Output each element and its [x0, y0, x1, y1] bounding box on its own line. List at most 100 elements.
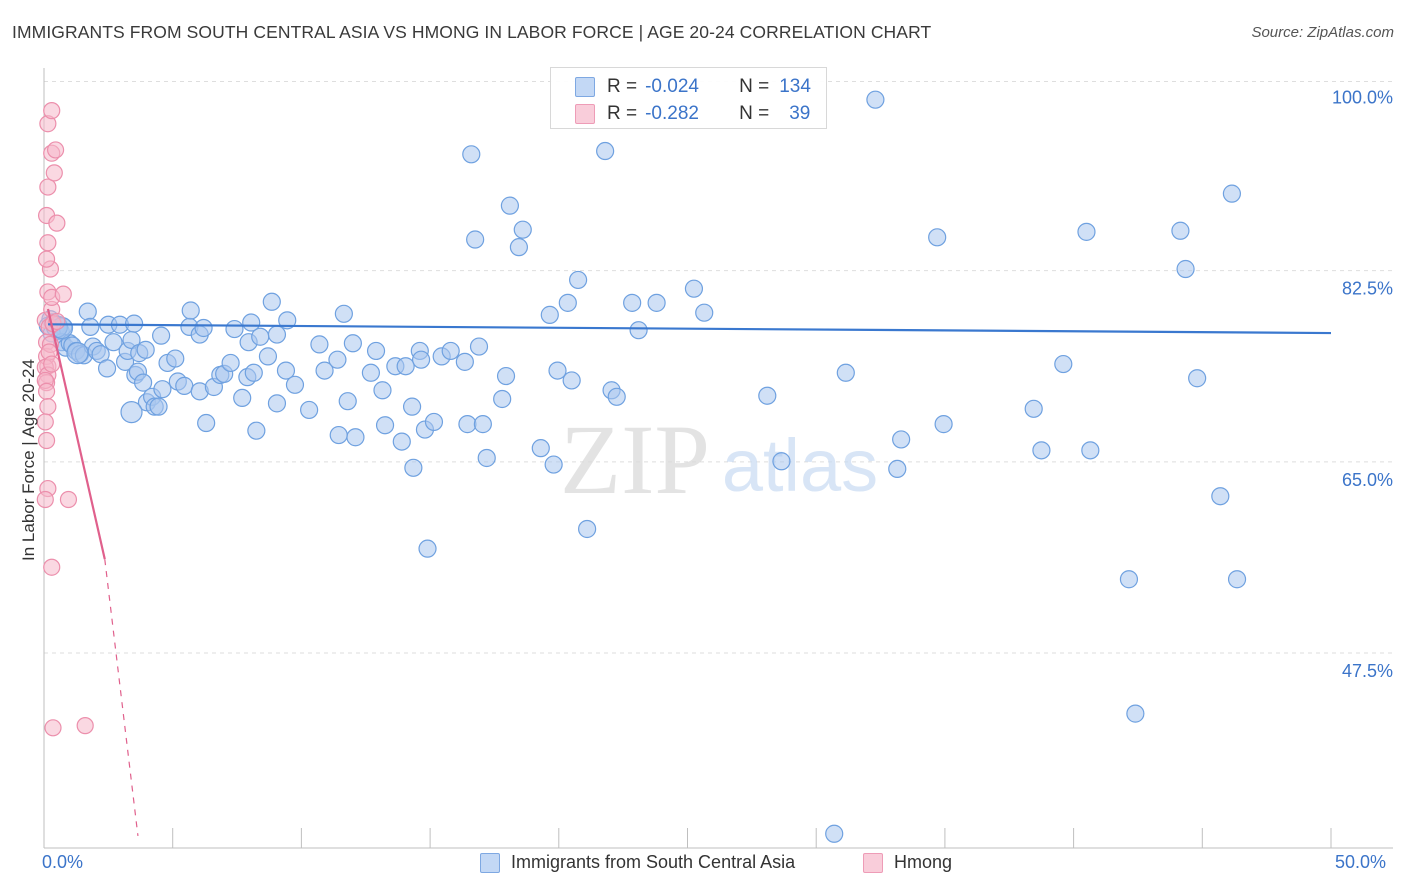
data-point-immigrants	[194, 318, 213, 338]
data-point-immigrants	[1188, 369, 1207, 388]
gridlines	[44, 81, 1393, 654]
data-point-immigrants	[334, 304, 353, 323]
data-point-immigrants	[366, 341, 386, 361]
data-point-immigrants	[424, 412, 444, 432]
data-point-immigrants	[578, 519, 597, 539]
data-point-immigrants	[262, 292, 281, 311]
watermark: ZIP atlas	[560, 404, 878, 515]
data-point-immigrants	[120, 401, 143, 424]
data-point-hmong	[37, 382, 56, 400]
data-point-immigrants	[866, 90, 885, 109]
series-hmong-points	[36, 102, 94, 737]
data-point-immigrants	[247, 421, 266, 440]
data-point-immigrants	[104, 333, 123, 352]
data-point-immigrants	[455, 352, 474, 371]
correlation-legend: R = -0.024 N = 134 R = -0.282 N = 39	[550, 67, 827, 129]
data-point-immigrants	[513, 220, 532, 239]
data-point-hmong	[43, 558, 61, 576]
data-point-hmong	[36, 490, 54, 509]
data-point-immigrants	[375, 416, 395, 435]
data-point-immigrants	[97, 359, 117, 378]
data-point-immigrants	[1054, 354, 1073, 374]
data-point-immigrants	[1077, 222, 1096, 241]
bottom-legend-swatch-immigrants	[480, 852, 500, 873]
data-point-immigrants	[466, 230, 485, 249]
legend-r-label: R =	[607, 103, 638, 124]
watermark-atlas: atlas	[722, 424, 878, 507]
data-point-immigrants	[418, 539, 437, 558]
data-point-hmong	[45, 164, 63, 182]
legend-swatch-immigrants	[575, 77, 595, 97]
legend-n-label: N =	[739, 103, 770, 124]
data-point-immigrants	[684, 279, 704, 298]
data-point-immigrants	[928, 228, 947, 247]
data-point-hmong	[44, 719, 62, 737]
y-axis-title: In Labor Force | Age 20-24	[19, 359, 38, 561]
data-point-immigrants	[1081, 441, 1100, 460]
data-point-immigrants	[411, 350, 431, 369]
bottom-legend-hmong: Hmong	[863, 852, 952, 873]
data-point-immigrants	[569, 270, 588, 290]
data-point-immigrants	[343, 334, 362, 353]
data-point-immigrants	[695, 303, 714, 322]
data-point-immigrants	[596, 141, 615, 161]
axes	[43, 68, 1393, 849]
data-point-hmong	[54, 285, 72, 303]
data-point-hmong	[59, 490, 78, 509]
data-point-immigrants	[175, 376, 194, 395]
data-point-immigrants	[473, 415, 492, 434]
data-point-immigrants	[558, 293, 577, 312]
data-point-hmong	[46, 141, 65, 159]
data-point-immigrants	[544, 455, 563, 474]
legend-n-value: 39	[789, 103, 811, 124]
data-point-immigrants	[285, 375, 305, 394]
data-point-immigrants	[888, 459, 907, 479]
data-point-immigrants	[1211, 487, 1230, 506]
data-point-immigrants	[1176, 259, 1195, 279]
data-point-immigrants	[402, 397, 422, 416]
watermark-zip: ZIP	[560, 404, 710, 515]
data-point-immigrants	[531, 439, 550, 458]
data-point-immigrants	[166, 349, 185, 368]
legend-n-label: N =	[739, 76, 770, 97]
data-point-immigrants	[152, 326, 171, 345]
data-point-immigrants	[500, 196, 519, 215]
source-label: Source: ZipAtlas.com	[1251, 24, 1394, 41]
data-point-immigrants	[328, 350, 347, 369]
data-point-immigrants	[404, 458, 423, 477]
data-point-hmong	[48, 214, 66, 232]
data-point-immigrants	[251, 327, 270, 346]
y-tick-label: 82.5%	[1342, 279, 1393, 299]
bottom-legend-label-immigrants: Immigrants from South Central Asia	[511, 852, 796, 872]
data-point-immigrants	[758, 386, 777, 405]
data-point-immigrants	[825, 824, 844, 843]
data-point-immigrants	[934, 415, 953, 434]
data-point-immigrants	[310, 335, 329, 354]
data-point-immigrants	[1119, 570, 1139, 589]
data-point-immigrants	[1126, 704, 1145, 723]
data-point-hmong	[36, 413, 54, 431]
data-point-immigrants	[1222, 184, 1242, 203]
data-point-immigrants	[477, 448, 496, 468]
data-point-immigrants	[462, 145, 481, 164]
data-point-immigrants	[1032, 441, 1051, 460]
data-point-immigrants	[509, 238, 529, 257]
data-point-immigrants	[276, 361, 296, 380]
data-point-immigrants	[373, 381, 392, 400]
x-axis-max-label: 50.0%	[1335, 852, 1387, 872]
legend-n-value: 134	[779, 76, 811, 97]
chart-title: IMMIGRANTS FROM SOUTH CENTRAL ASIA VS HM…	[12, 22, 932, 42]
data-point-immigrants	[329, 425, 348, 445]
data-point-immigrants	[540, 305, 559, 324]
data-point-immigrants	[441, 341, 460, 361]
trend-line-hmong	[46, 308, 106, 560]
data-point-immigrants	[338, 392, 357, 411]
data-point-hmong	[76, 717, 94, 735]
legend-swatch-hmong	[575, 104, 595, 124]
trend-line-immigrants	[47, 323, 1332, 335]
data-point-immigrants	[233, 388, 252, 408]
data-point-immigrants	[81, 317, 100, 336]
data-point-immigrants	[647, 293, 666, 312]
data-point-immigrants	[278, 311, 297, 330]
legend-r-value: -0.282	[645, 103, 699, 124]
